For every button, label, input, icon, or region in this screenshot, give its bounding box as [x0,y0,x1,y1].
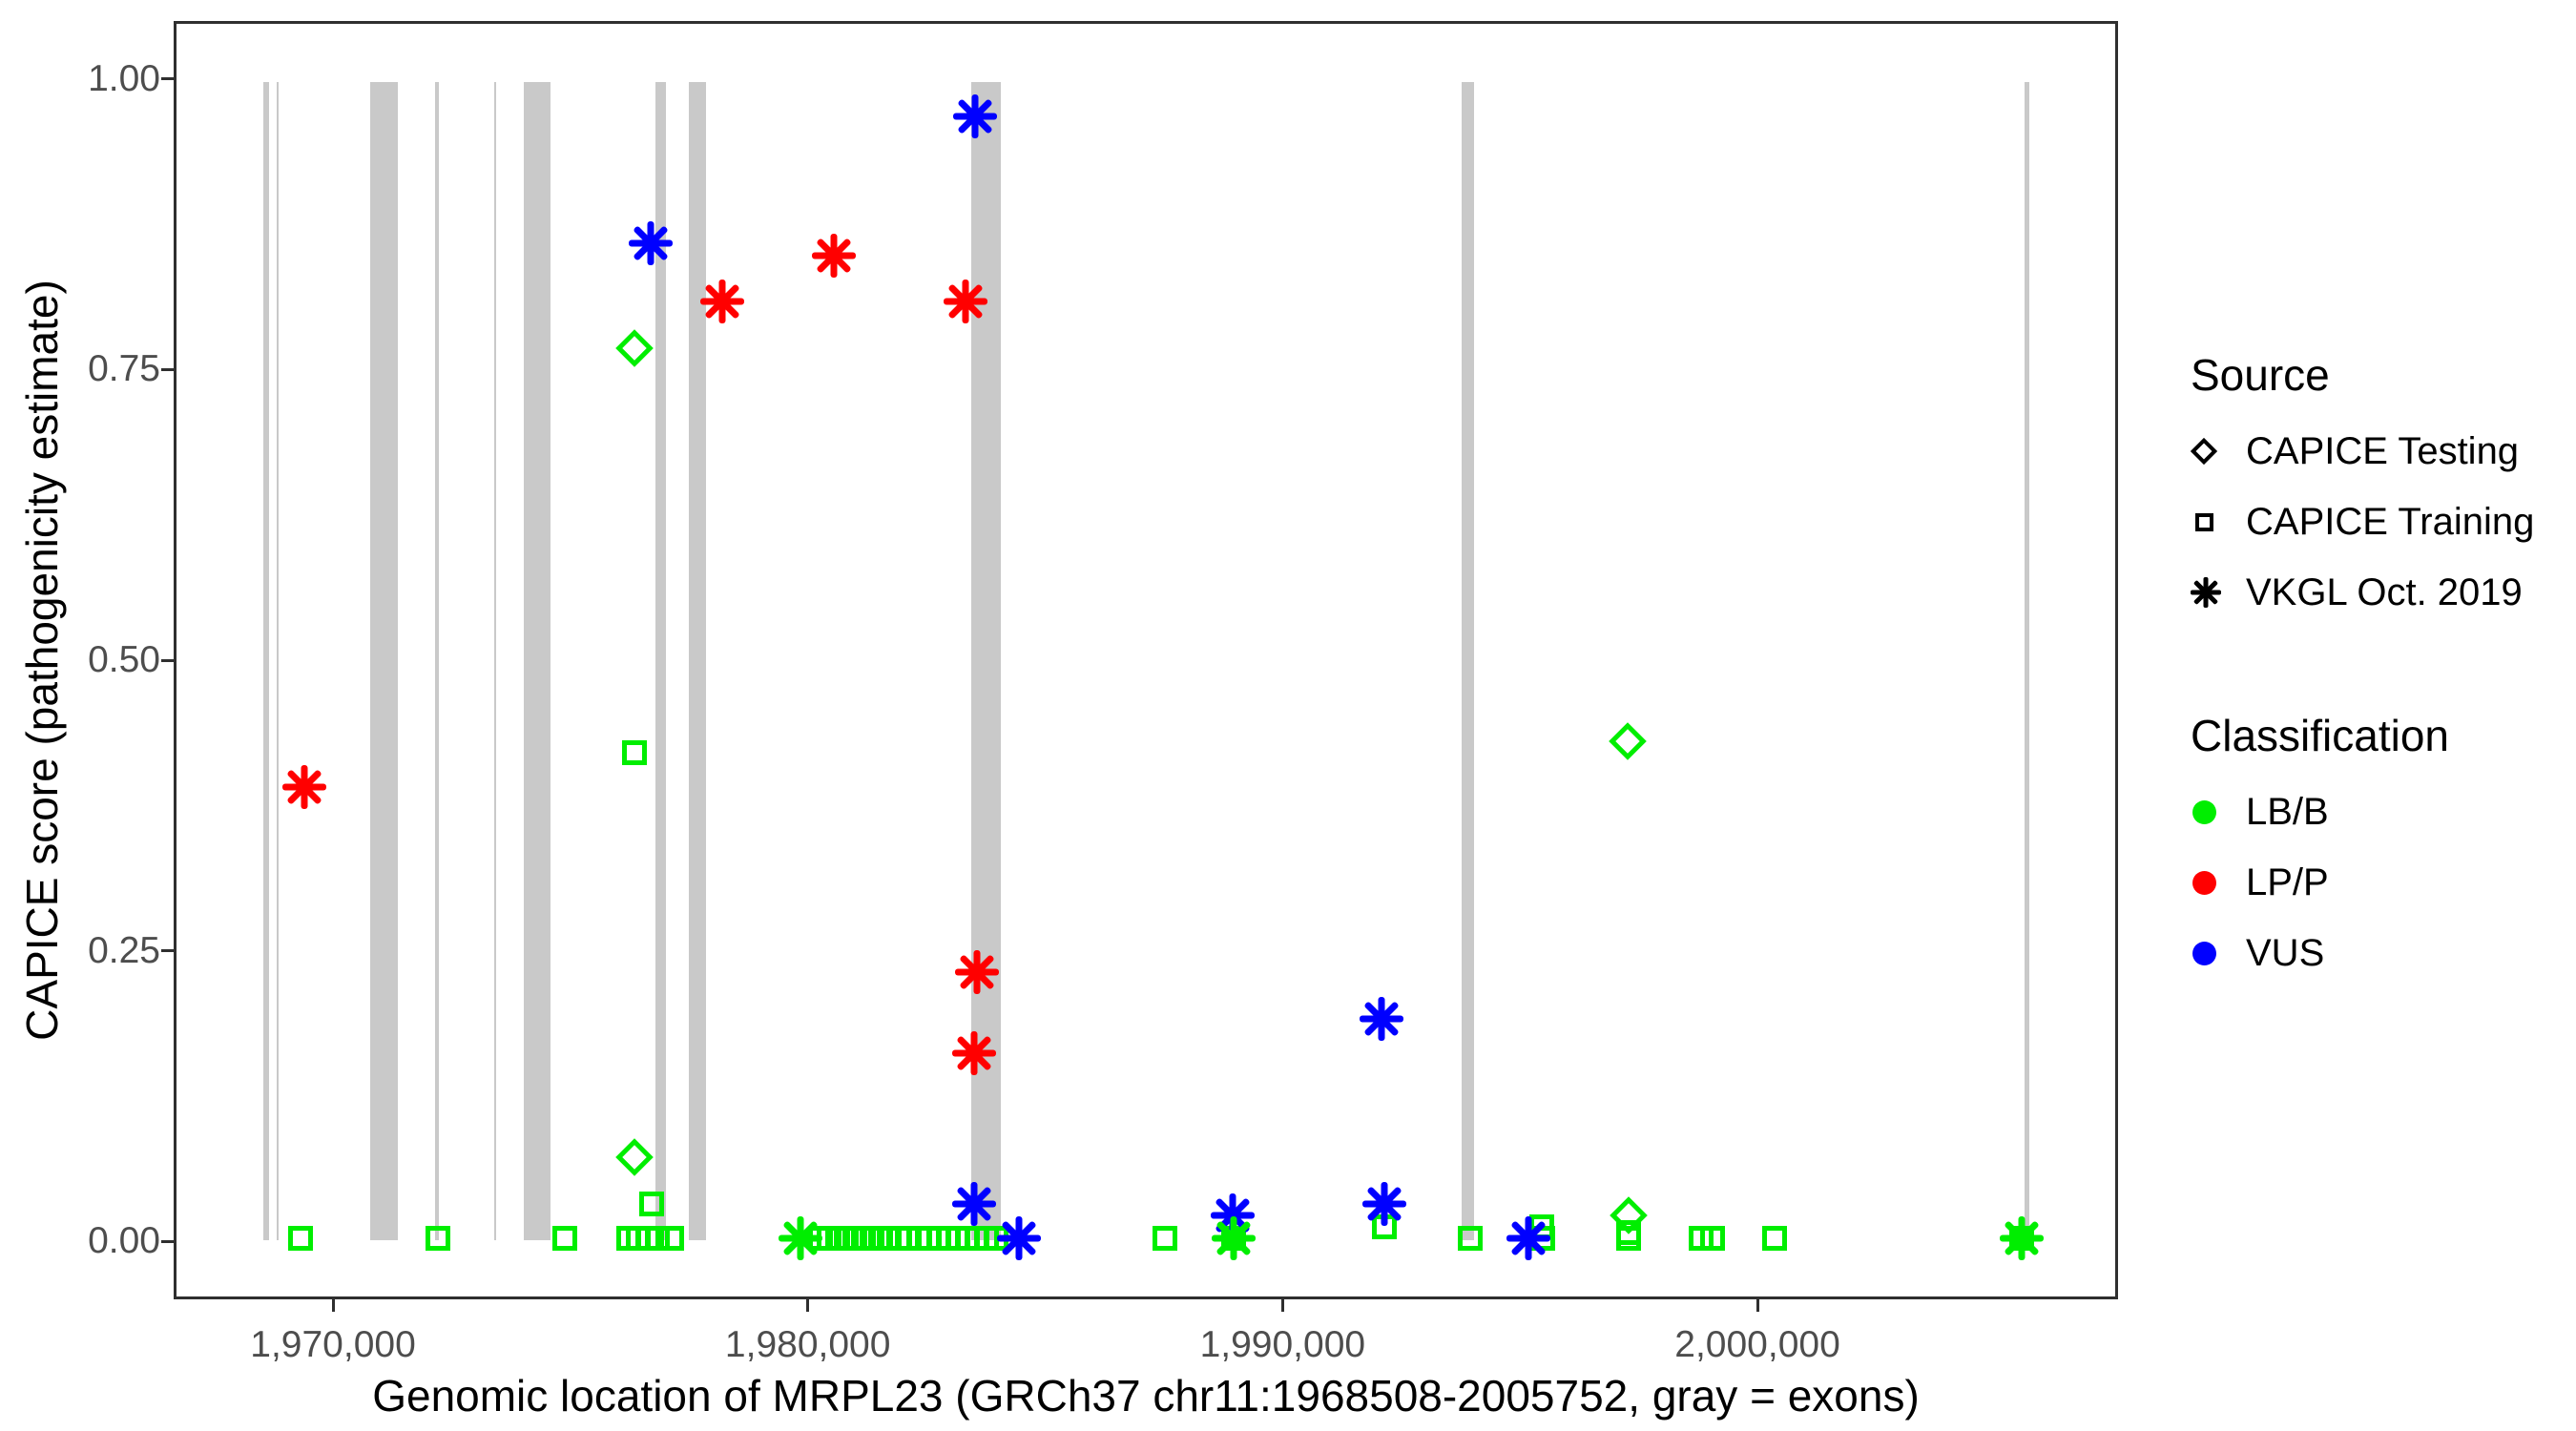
legend: Source CAPICE Testing CAPICE Training VKGL… [2190,349,2572,988]
data-point-square [1615,1226,1641,1252]
data-point-asterisk [954,950,999,995]
data-point-square [644,1226,670,1252]
legend-item-label: LP/P [2246,861,2329,903]
x-tick-label: 1,970,000 [250,1324,416,1365]
x-tick-label: 2,000,000 [1674,1324,1840,1365]
plot-panel [174,21,2118,1299]
x-tick-mark [1755,1299,1759,1312]
data-point-asterisk [779,1216,823,1261]
y-tick-label: 1.00 [88,57,160,99]
legend-item-label: CAPICE Testing [2246,429,2520,472]
legend-source-title: Source [2191,350,2330,400]
exon-bar [370,81,398,1241]
exon-bar [435,81,440,1241]
y-tick-label: 0.25 [88,929,160,971]
x-tick-mark [331,1299,335,1312]
y-axis-title: CAPICE score (pathogenicity estimate) [17,280,67,1041]
data-point-square [1457,1226,1483,1252]
data-point-diamond [614,328,654,367]
asterisk-icon [2191,577,2221,608]
data-point-asterisk [1362,1181,1407,1226]
legend-item-diamond: CAPICE Testing [2190,416,2572,487]
x-tick-label: 1,990,000 [1199,1324,1366,1365]
data-point-square [287,1226,313,1252]
exon-bar [1461,81,1475,1241]
data-point-square [621,740,647,766]
y-tick-mark [161,77,174,81]
legend-item-lb-b: LB/B [2191,777,2572,847]
data-point-square [658,1226,684,1252]
legend-item-square: CAPICE Training [2191,487,2572,557]
data-point-asterisk [628,221,673,266]
exon-bar [276,81,279,1241]
legend-item-label: VUS [2246,931,2325,974]
data-point-asterisk [1210,1193,1255,1238]
data-point-square [1700,1226,1726,1252]
data-point-asterisk [944,280,988,324]
x-tick-label: 1,980,000 [724,1324,891,1365]
data-point-asterisk [952,94,997,139]
data-point-asterisk [281,765,326,810]
legend-item-label: VKGL Oct. 2019 [2246,570,2523,613]
legend-item-label: CAPICE Training [2246,500,2535,543]
y-tick-mark [161,367,174,371]
data-point-asterisk [1360,996,1404,1041]
data-point-asterisk [1506,1216,1550,1261]
data-point-asterisk [951,1031,996,1076]
data-point-square [639,1191,665,1216]
legend-classification-items: LB/B LP/P VUS [2191,777,2572,988]
legend-classification-title: Classification [2191,711,2449,760]
data-point-asterisk [812,233,857,278]
diamond-icon [2190,437,2218,466]
exon-bar [2025,81,2030,1241]
exon-bar [524,81,551,1241]
exon-bar [263,81,269,1241]
color-dot-icon [2192,870,2216,895]
color-dot-icon [2192,941,2216,965]
data-point-asterisk [1211,1216,1256,1261]
legend-item-label: LB/B [2246,790,2329,833]
y-tick-label: 0.50 [88,639,160,680]
color-dot-icon [2192,799,2216,824]
y-tick-mark [161,949,174,953]
y-tick-label: 0.00 [88,1220,160,1262]
y-tick-label: 0.75 [88,348,160,390]
x-axis-title: Genomic location of MRPL23 (GRCh37 chr11… [372,1371,1920,1421]
x-tick-mark [806,1299,810,1312]
data-point-square [426,1226,451,1252]
data-point-asterisk [700,280,745,324]
exon-bar [655,81,667,1241]
data-point-asterisk [2000,1216,2045,1261]
data-point-asterisk [996,1216,1041,1261]
legend-item-vus: VUS [2191,918,2572,988]
data-point-diamond [614,1138,654,1177]
exon-bar [689,81,706,1241]
square-icon [2195,512,2213,531]
x-tick-mark [1280,1299,1284,1312]
legend-item-asterisk: VKGL Oct. 2019 [2191,557,2572,628]
data-point-diamond [1608,722,1647,760]
y-tick-mark [161,1239,174,1243]
data-point-asterisk [951,1181,996,1226]
legend-item-lp-p: LP/P [2191,847,2572,918]
legend-gap [2191,628,2572,710]
exon-bar [493,81,497,1241]
y-tick-mark [161,658,174,662]
data-point-square [1762,1226,1788,1252]
data-point-square [1152,1226,1177,1252]
data-point-square [551,1226,577,1252]
legend-source-items: CAPICE Testing CAPICE Training VKGL Oct. 2… [2190,416,2572,628]
